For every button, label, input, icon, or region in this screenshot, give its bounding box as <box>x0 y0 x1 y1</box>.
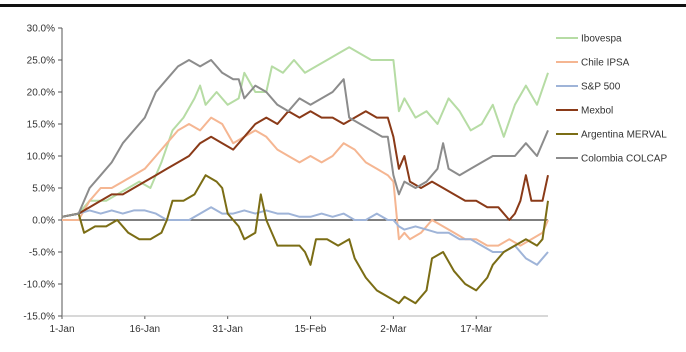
y-axis: -15.0% -10.0% -5.0% 0.0% 5.0% 10.0% 15.0% 20.0%… <box>23 24 63 323</box>
legend-label: Mexbol <box>581 106 613 117</box>
legend-item[interactable]: Argentina MERVAL <box>556 130 667 141</box>
series-line <box>61 174 549 305</box>
series-line <box>62 116 549 247</box>
y-tick-label: -10.0% <box>23 280 55 291</box>
y-tick-label: 5.0% <box>32 184 55 195</box>
legend-label: Argentina MERVAL <box>581 130 667 141</box>
legend[interactable]: Ibovespa Chile IPSA S&P 500 Mexbol Argentina… <box>556 34 667 165</box>
x-tick-label: 31-Jan <box>212 324 243 335</box>
series-line <box>61 46 549 218</box>
y-tick-label: 15.0% <box>27 120 55 131</box>
y-tick-label: -5.0% <box>29 248 55 259</box>
y-tick-label: 25.0% <box>27 56 55 67</box>
legend-item[interactable]: Chile IPSA <box>556 58 630 69</box>
series-line <box>61 206 549 266</box>
y-tick-label: 0.0% <box>32 216 55 227</box>
legend-item[interactable]: Ibovespa <box>556 34 622 45</box>
x-tick-label: 15-Feb <box>295 324 327 335</box>
legend-label: Chile IPSA <box>581 58 630 69</box>
legend-item[interactable]: Mexbol <box>556 106 613 117</box>
y-tick-label: 10.0% <box>27 152 55 163</box>
legend-item[interactable]: S&P 500 <box>556 82 621 93</box>
legend-label: S&P 500 <box>581 82 621 93</box>
x-tick-label: 1-Jan <box>49 324 74 335</box>
legend-item[interactable]: Colombia COLCAP <box>556 154 667 165</box>
x-tick-label: 2-Mar <box>380 324 407 335</box>
x-axis: 1-Jan 16-Jan 31-Jan 15-Feb 2-Mar 17-Mar <box>49 219 548 335</box>
series-lines <box>61 46 549 305</box>
y-tick-label: -15.0% <box>23 312 55 323</box>
x-tick-label: 17-Mar <box>460 324 492 335</box>
series-line <box>61 59 549 218</box>
x-tick-label: 16-Jan <box>130 324 161 335</box>
series-line <box>61 110 549 221</box>
legend-label: Ibovespa <box>581 34 622 45</box>
legend-label: Colombia COLCAP <box>581 154 667 165</box>
y-tick-label: 30.0% <box>27 24 55 35</box>
y-tick-label: 20.0% <box>27 88 55 99</box>
top-border-line <box>0 4 686 7</box>
